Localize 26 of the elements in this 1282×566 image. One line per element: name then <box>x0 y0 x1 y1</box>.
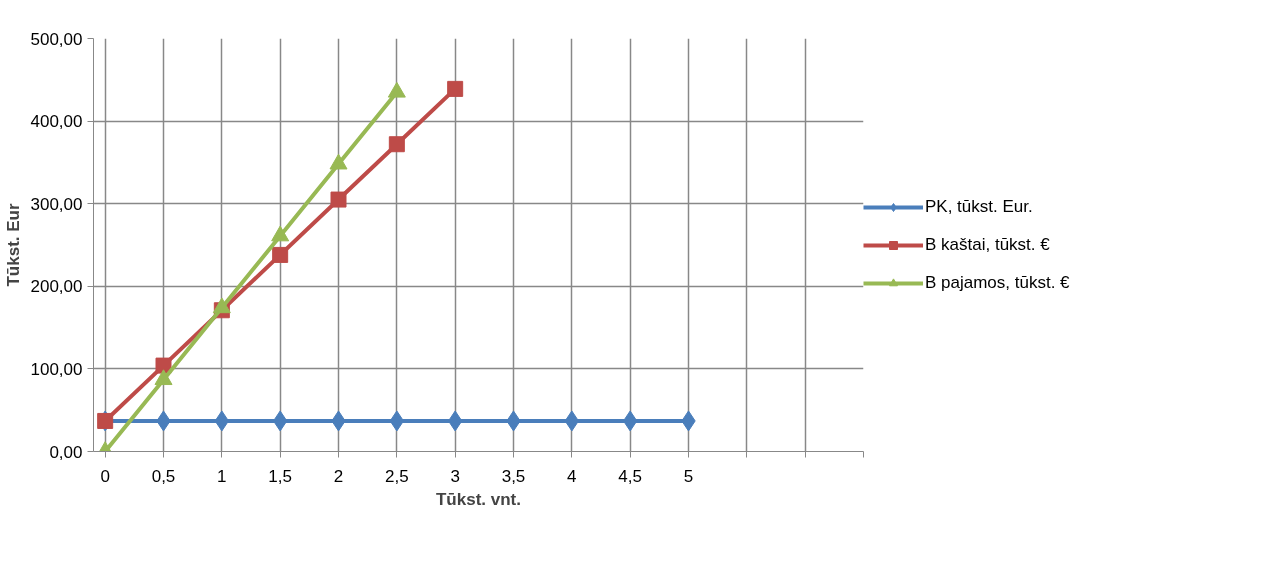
legend-label: B pajamos, tūkst. € <box>925 272 1070 293</box>
y-tick-label: 100,00 <box>30 359 83 379</box>
y-tick-label: 0,00 <box>49 442 83 462</box>
legend-label: B kaštai, tūkst. € <box>925 234 1050 255</box>
legend-label: PK, tūkst. Eur. <box>925 196 1033 217</box>
x-tick-label: 1 <box>217 466 227 486</box>
x-tick-label: 3,5 <box>501 466 526 486</box>
x-tick-label: 4,5 <box>618 466 642 486</box>
y-axis-title: Tūkst. Eur <box>3 203 23 287</box>
point <box>272 246 289 263</box>
point <box>447 80 464 97</box>
y-tick-label: 300,00 <box>30 194 83 214</box>
point <box>330 191 347 208</box>
y-tick-label: 500,00 <box>30 29 83 49</box>
x-tick-label: 4 <box>567 466 577 486</box>
x-axis-title: Tūkst. vnt. <box>436 489 522 509</box>
x-tick-label: 2 <box>333 466 344 486</box>
point <box>388 136 405 153</box>
x-tick-label: 0 <box>100 466 110 486</box>
x-tick-label: 2,5 <box>385 466 409 486</box>
x-tick-label: 1,5 <box>268 466 292 486</box>
x-tick-label: 0,5 <box>151 466 176 486</box>
x-tick-label: 3 <box>450 466 460 486</box>
y-tick-label: 200,00 <box>30 277 83 297</box>
x-tick-label: 5 <box>683 466 694 486</box>
y-tick-label: 400,00 <box>30 112 83 132</box>
